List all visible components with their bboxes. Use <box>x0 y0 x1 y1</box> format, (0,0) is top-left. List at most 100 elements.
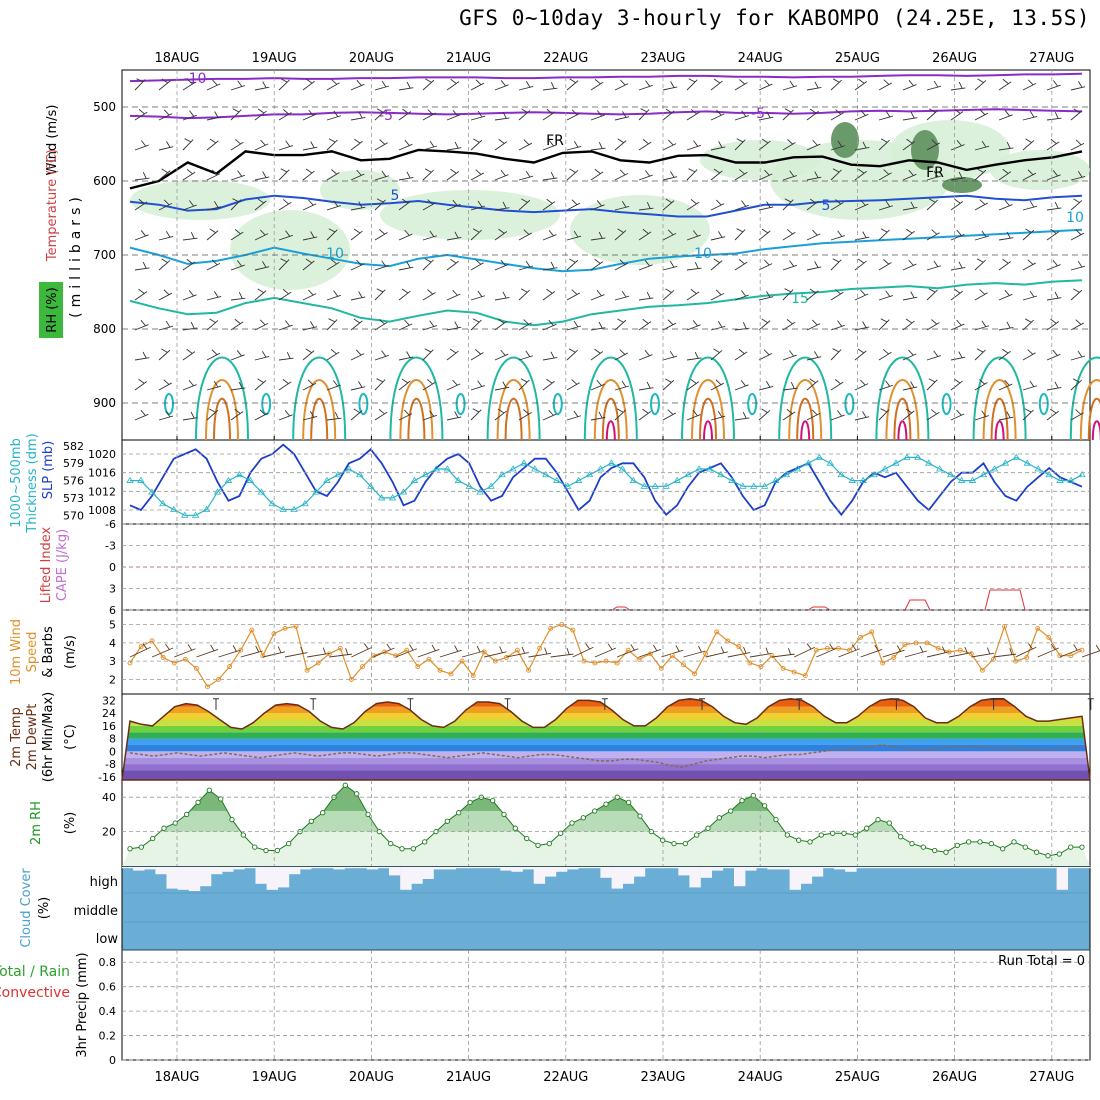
wind-barb <box>374 229 388 241</box>
thickness-point <box>432 465 441 472</box>
thickness-point <box>1045 470 1053 478</box>
thickness-point <box>388 494 397 501</box>
wind-speed-point <box>415 664 421 670</box>
pressure-tick: 700 <box>93 248 116 262</box>
wind-barb <box>326 348 340 361</box>
cloud-clear-bar <box>466 867 479 869</box>
wind-barb <box>950 81 966 91</box>
label-rh-units: (%) <box>63 812 78 835</box>
wind-barb <box>1046 349 1061 361</box>
temp-contour-warm <box>885 379 920 441</box>
wind-barb <box>614 318 627 331</box>
wind-speed-point <box>526 667 531 673</box>
wind-barb <box>398 351 414 361</box>
temp-tick: 0 <box>109 745 116 758</box>
rh-point <box>830 830 836 836</box>
wind-speed-point <box>337 645 343 651</box>
wind-barb <box>278 320 293 331</box>
temp-contour-veryhot <box>605 420 616 441</box>
cloud-clear-bar <box>288 867 301 875</box>
wind-barb <box>1070 171 1086 181</box>
wind-barb <box>350 228 363 241</box>
wind-speed-point <box>448 671 454 677</box>
rh-shade <box>570 195 710 265</box>
rh-point <box>1068 844 1074 850</box>
rh-point <box>524 835 530 842</box>
date-tick-bottom: 20AUG <box>349 1070 394 1085</box>
grid-layer <box>122 70 1090 1061</box>
wind-barb <box>254 108 267 121</box>
thickness-point <box>662 482 670 489</box>
wind-barb <box>854 411 870 421</box>
wind-barb <box>206 111 222 121</box>
wind-barb-10m <box>218 645 241 658</box>
wind-speed-point <box>1079 647 1085 653</box>
rh-point <box>603 801 609 807</box>
wind-barb <box>326 200 341 211</box>
wind-barb <box>158 109 173 121</box>
wind-barb <box>782 198 794 211</box>
cloud-clear-bar <box>845 867 857 872</box>
wind-barb <box>902 138 916 151</box>
wind-barb <box>350 381 366 391</box>
wind-barb <box>830 378 844 391</box>
wind-barb <box>974 410 989 421</box>
wind-barb <box>422 289 436 301</box>
rh-point <box>410 846 416 852</box>
cloud-clear-bar <box>478 867 490 869</box>
wind-barb <box>158 231 174 241</box>
wind-barb-10m <box>949 646 972 658</box>
li-segment <box>984 589 1026 611</box>
rh-point <box>388 840 394 847</box>
thickness-point <box>563 482 572 489</box>
wind-barb <box>350 259 365 271</box>
rh-point <box>354 791 360 797</box>
cloud-clear-bar <box>122 867 134 869</box>
wind-barb <box>158 348 171 361</box>
wind-barb <box>134 351 150 361</box>
temp-contour <box>129 72 1083 83</box>
label-temperature: Temperature (°C) <box>45 149 60 262</box>
wind-barb <box>542 82 558 91</box>
temp-contour-cold <box>844 393 855 415</box>
wind-barb <box>614 79 629 91</box>
wind-barb <box>1022 349 1036 361</box>
temp-contour-hot <box>310 397 329 441</box>
wind-barb <box>494 349 509 361</box>
cloud-clear-bar <box>489 867 501 869</box>
cloud-clear-bar <box>734 867 746 887</box>
wind-barb-10m <box>971 647 994 658</box>
wind-barb <box>374 198 386 211</box>
rh-point <box>977 839 983 845</box>
cloud-clear-bar <box>967 867 979 869</box>
cloud-clear-bar <box>400 867 412 890</box>
wind-barb <box>758 138 771 151</box>
wind-barb <box>518 170 534 181</box>
date-tick-bottom: 18AUG <box>154 1070 199 1085</box>
temp-tick: 32 <box>102 694 116 707</box>
wind-tick: 5 <box>109 619 116 632</box>
wind-barb <box>590 379 605 391</box>
cloud-clear-bar <box>767 867 779 870</box>
temp-contour-hot <box>893 397 912 441</box>
thickness-point <box>717 470 725 478</box>
date-tick-bottom: 25AUG <box>835 1070 880 1085</box>
li-segment <box>611 606 631 611</box>
cloud-layer <box>122 867 1091 951</box>
rh-point <box>739 797 745 804</box>
wind-barb <box>470 349 484 361</box>
temp-contour-warm <box>302 379 337 441</box>
wind-barb <box>470 138 483 151</box>
wind-barb <box>398 261 414 271</box>
rh-point <box>444 818 450 824</box>
wind-barb <box>422 258 434 271</box>
wind-barb <box>350 291 366 301</box>
wind-barb <box>686 230 701 241</box>
wind-speed-point <box>205 684 210 690</box>
wind-barb <box>1070 288 1083 301</box>
wind-barb-10m <box>771 648 795 658</box>
cloud-clear-bar <box>188 867 201 891</box>
wind-barb <box>542 171 558 181</box>
wind-barb <box>902 349 917 361</box>
